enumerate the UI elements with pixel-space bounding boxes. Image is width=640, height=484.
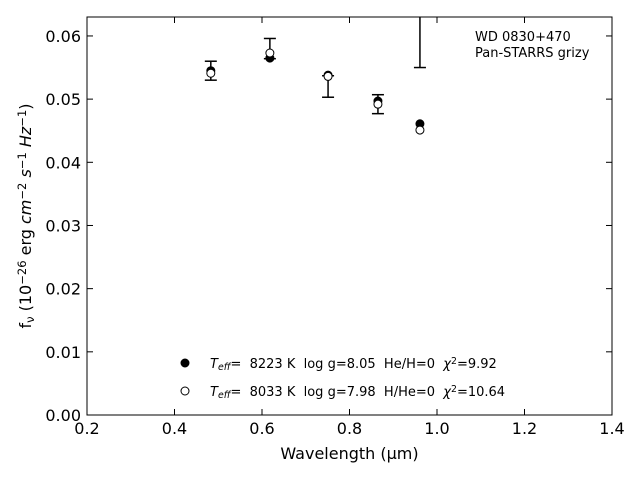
model-point <box>265 48 275 58</box>
y-tick-label: 0.02 <box>45 280 81 299</box>
model-point <box>373 99 383 109</box>
text-part: 2 <box>451 384 457 395</box>
text-part: 2 <box>451 356 457 367</box>
x-tick-label: 0.2 <box>74 419 99 438</box>
text-part: −26 <box>15 260 29 284</box>
model-point <box>323 71 333 81</box>
text-part: T <box>210 357 219 372</box>
legend-label: Teff= 8033 K log g=7.98 H/He=0 χ2=10.64 <box>210 384 505 401</box>
y-tick-label: 0.04 <box>45 153 81 172</box>
y-tick-label: 0.05 <box>45 90 81 109</box>
x-tick-label: 1.4 <box>599 419 624 438</box>
text-part: eff <box>218 390 232 401</box>
text-part: χ <box>442 357 452 372</box>
text-part: s <box>16 169 35 177</box>
text-part: T <box>210 385 219 400</box>
text-part: eff <box>218 362 232 373</box>
annotation: WD 0830+470 <box>475 30 571 45</box>
text-part: = 8033 K log g=7.98 H/He=0 <box>230 385 443 400</box>
x-tick-label: 0.8 <box>337 419 362 438</box>
x-axis-label: Wavelength (μm) <box>280 444 418 463</box>
y-axis-label: fν (10−26 erg cm−2 s−1 Hz−1) <box>15 103 37 328</box>
y-tick-label: 0.06 <box>45 27 81 46</box>
text-part: χ <box>442 385 452 400</box>
text-part: =9.92 <box>457 357 497 372</box>
text-part: −1 <box>15 152 29 169</box>
y-tick-label: 0.03 <box>45 216 81 235</box>
text-part: =10.64 <box>457 385 505 400</box>
x-tick-label: 0.6 <box>249 419 274 438</box>
text-part: −1 <box>15 110 29 127</box>
text-part: −2 <box>15 183 29 200</box>
y-tick-label: 0.00 <box>45 406 81 425</box>
legend-marker <box>180 358 190 368</box>
plot-frame <box>86 16 613 416</box>
text-part: (10 <box>16 285 35 317</box>
text-part: = 8223 K log g=8.05 He/H=0 <box>230 357 443 372</box>
model-point <box>206 68 216 78</box>
legend-marker <box>180 386 190 396</box>
annotation: Pan-STARRS grizy <box>475 46 590 61</box>
text-part: cm <box>16 200 35 224</box>
x-tick-label: 1.2 <box>512 419 537 438</box>
y-tick-label: 0.01 <box>45 343 81 362</box>
text-part: Hz <box>16 126 35 147</box>
text-part: ν <box>23 316 37 322</box>
text-part: f <box>16 323 35 329</box>
plot-area <box>204 17 426 135</box>
x-tick-label: 1.0 <box>424 419 449 438</box>
legend-label: Teff= 8223 K log g=8.05 He/H=0 χ2=9.92 <box>210 356 497 373</box>
x-tick-label: 0.4 <box>162 419 187 438</box>
model-point <box>415 125 425 135</box>
text-part: ) <box>16 103 35 109</box>
text-part: erg <box>16 224 35 260</box>
